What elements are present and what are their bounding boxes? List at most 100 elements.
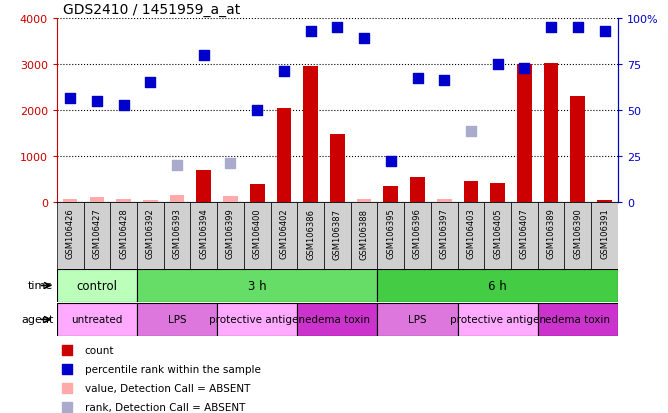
Bar (116, 199, 131, 203)
Bar (437, 199, 452, 203)
Point (61, 347, 72, 353)
Text: GSM106428: GSM106428 (119, 208, 128, 259)
Bar (564, 203, 591, 269)
Point (225, 160, 236, 167)
Text: LPS: LPS (408, 315, 427, 325)
Text: GSM106386: GSM106386 (306, 208, 315, 259)
Text: GSM106389: GSM106389 (546, 208, 556, 259)
Point (61, 385, 72, 392)
Bar (357, 199, 371, 203)
Bar (170, 196, 184, 203)
Point (172, 163, 182, 169)
Text: GSM106399: GSM106399 (226, 208, 235, 259)
Text: control: control (76, 279, 118, 292)
Bar (84, 203, 110, 269)
Point (61, 404, 72, 411)
Bar (490, 183, 505, 203)
Bar (297, 203, 324, 269)
Bar (57, 304, 137, 336)
Bar (597, 200, 612, 203)
Bar (591, 203, 618, 269)
Bar (351, 203, 377, 269)
Bar (137, 270, 377, 302)
Point (439, 78, 450, 84)
Text: GSM106387: GSM106387 (333, 208, 342, 259)
Bar (244, 203, 271, 269)
Point (65, 96, 75, 102)
Bar (404, 203, 431, 269)
Bar (137, 203, 164, 269)
Text: GSM106394: GSM106394 (199, 208, 208, 259)
Bar (464, 181, 478, 203)
Text: edema toxin: edema toxin (305, 315, 370, 325)
Text: untreated: untreated (71, 315, 122, 325)
Point (305, 29, 316, 36)
Bar (63, 199, 77, 203)
Text: GSM106396: GSM106396 (413, 208, 422, 259)
Text: GSM106402: GSM106402 (279, 208, 289, 259)
Bar (57, 270, 137, 302)
Bar (330, 135, 345, 203)
Point (492, 61, 503, 68)
Point (466, 128, 476, 135)
Point (546, 24, 556, 31)
Point (572, 24, 583, 31)
Point (92, 98, 102, 105)
Bar (110, 203, 137, 269)
Bar (570, 97, 585, 203)
Text: GSM106426: GSM106426 (65, 208, 75, 259)
Bar (90, 197, 104, 203)
Text: 6 h: 6 h (488, 279, 507, 292)
Bar (410, 178, 425, 203)
Bar (538, 203, 564, 269)
Bar (143, 200, 158, 203)
Point (279, 68, 289, 75)
Bar (196, 171, 211, 203)
Text: time: time (28, 281, 53, 291)
Bar (271, 203, 297, 269)
Text: protective antigen: protective antigen (209, 315, 305, 325)
Bar (431, 203, 458, 269)
Point (198, 52, 209, 59)
Bar (250, 184, 265, 203)
Text: rank, Detection Call = ABSENT: rank, Detection Call = ABSENT (85, 402, 245, 412)
Point (412, 75, 423, 82)
Bar (538, 304, 618, 336)
Text: GSM106405: GSM106405 (493, 208, 502, 259)
Bar (164, 203, 190, 269)
Text: value, Detection Call = ABSENT: value, Detection Call = ABSENT (85, 383, 250, 393)
Bar (377, 304, 458, 336)
Text: agent: agent (21, 315, 53, 325)
Text: GSM106403: GSM106403 (466, 208, 476, 259)
Text: GSM106427: GSM106427 (92, 208, 102, 259)
Text: edema toxin: edema toxin (545, 315, 611, 325)
Text: GSM106400: GSM106400 (253, 208, 262, 259)
Point (252, 107, 263, 114)
Text: count: count (85, 345, 114, 355)
Bar (377, 270, 618, 302)
Text: protective antigen: protective antigen (450, 315, 546, 325)
Bar (383, 187, 398, 203)
Bar (458, 203, 484, 269)
Bar (303, 67, 318, 203)
Text: GSM106395: GSM106395 (386, 208, 395, 259)
Text: GSM106393: GSM106393 (172, 208, 182, 259)
Text: GDS2410 / 1451959_a_at: GDS2410 / 1451959_a_at (63, 2, 240, 17)
Bar (137, 304, 217, 336)
Text: GSM106388: GSM106388 (359, 208, 369, 259)
Bar (517, 64, 532, 203)
Point (359, 36, 369, 43)
Bar (217, 203, 244, 269)
Bar (484, 203, 511, 269)
Bar (377, 203, 404, 269)
Point (145, 80, 156, 86)
Text: GSM106407: GSM106407 (520, 208, 529, 259)
Bar (511, 203, 538, 269)
Bar (57, 203, 84, 269)
Point (61, 366, 72, 373)
Point (519, 66, 530, 73)
Point (599, 29, 610, 36)
Text: LPS: LPS (168, 315, 186, 325)
Bar (297, 304, 377, 336)
Text: GSM106397: GSM106397 (440, 208, 449, 259)
